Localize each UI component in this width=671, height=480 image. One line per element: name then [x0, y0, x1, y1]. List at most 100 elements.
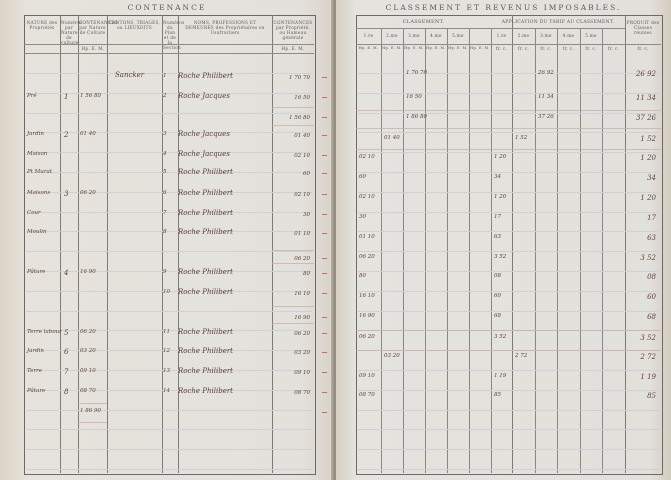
tarif-label: 2.me — [517, 33, 530, 38]
classement-value: 02 10 — [359, 194, 375, 200]
plan-number-cell: 5 — [163, 169, 167, 175]
tarif-value: 1 19 — [494, 373, 507, 379]
ruled-line — [358, 231, 659, 233]
area-cell: 1 70 70 — [289, 75, 310, 81]
tarif-label: 1.re — [496, 33, 507, 38]
classement-value: 03 20 — [384, 353, 400, 359]
produit-value: 26 92 — [635, 70, 656, 78]
column-rule — [447, 28, 448, 473]
plan-number-cell: 11 — [163, 329, 170, 335]
red-rule — [356, 110, 661, 111]
header-rule — [24, 44, 314, 45]
red-margin-mark — [322, 77, 327, 78]
produit-value: 60 — [647, 293, 656, 301]
tarif-unit: fr. c. — [607, 46, 620, 51]
column-header: Numéros du Plan et de la Section — [163, 20, 185, 50]
column-header: Numéros par Nature de culture — [61, 20, 83, 45]
nature-area-cell: 1 86 90 — [80, 408, 101, 414]
area-cell: 06 20 — [294, 256, 310, 262]
plan-number-cell: 7 — [163, 210, 167, 216]
tarif-value: 1 20 — [494, 194, 507, 200]
left-page-title: CONTENANCE — [127, 3, 207, 12]
area-cell: 02 10 — [294, 192, 310, 198]
produit-header: PRODUIT des Classes réunies — [626, 20, 660, 35]
canton-cell: Sancker — [115, 71, 145, 79]
ruled-line — [358, 310, 659, 312]
tarif-value: 11 34 — [538, 94, 554, 100]
classement-value: 1 86 80 — [406, 114, 427, 120]
nature-cell: Moulin — [27, 229, 47, 235]
ruled-line — [358, 73, 659, 74]
column-rule — [60, 15, 61, 473]
produit-value: 68 — [647, 313, 656, 321]
column-rule — [602, 28, 603, 473]
plan-number-cell: 3 — [163, 131, 167, 137]
nature-cell: Jardin — [27, 348, 44, 354]
class-label: 3.me — [408, 33, 420, 38]
ruled-line — [26, 132, 312, 134]
ruled-line — [26, 469, 312, 470]
tarif-value: 08 — [494, 273, 501, 279]
red-margin-mark — [322, 233, 327, 234]
plan-number-cell: 6 — [163, 190, 167, 196]
classement-value: 01 10 — [359, 234, 375, 240]
owner-cell: Roche Jacques — [178, 130, 230, 138]
tarif-value: 37 26 — [538, 114, 554, 120]
subtotal-rule — [272, 323, 314, 324]
class-label: 5.me — [452, 33, 464, 38]
classement-value: 16 90 — [359, 313, 375, 319]
ruled-line — [26, 449, 312, 451]
classement-value: 06 20 — [359, 254, 375, 260]
area-cell: 01 40 — [294, 133, 310, 139]
red-margin-mark — [322, 412, 327, 413]
produit-value: 1 20 — [640, 154, 656, 162]
column-rule — [162, 15, 163, 473]
red-margin-mark — [322, 97, 327, 98]
ruled-line — [26, 191, 312, 193]
owner-cell: Roche Philibert — [178, 168, 233, 176]
classement-value: 01 40 — [384, 135, 400, 141]
ruled-line — [358, 191, 659, 193]
ruled-line — [358, 271, 659, 272]
red-margin-mark — [322, 155, 327, 156]
column-rule — [512, 15, 513, 473]
class-unit: Hp. E. M. — [426, 46, 446, 50]
classement-table — [356, 15, 663, 475]
class-label: 4.me — [430, 33, 442, 38]
tarif-unit: fr. c. — [562, 46, 575, 51]
class-unit: Hp. E. M. — [382, 46, 402, 50]
subtotal-rule — [272, 306, 314, 307]
column-rule — [469, 28, 470, 473]
tarif-value: 17 — [494, 214, 501, 220]
header-rule — [24, 53, 314, 54]
subtotal-rule — [272, 263, 314, 264]
area-cell: 03 20 — [294, 350, 310, 356]
nature-number-cell: 2 — [64, 131, 69, 139]
column-rule — [425, 28, 426, 473]
column-rule — [178, 15, 179, 473]
red-margin-mark — [322, 258, 327, 259]
ruled-line — [26, 429, 312, 431]
tarif-unit: fr. c. — [495, 46, 508, 51]
red-margin-mark — [322, 273, 327, 274]
book-gutter — [331, 0, 339, 480]
unit-label: Hp. E. M. — [281, 46, 305, 51]
nature-number-cell: 4 — [64, 269, 69, 277]
classement-value: 80 — [359, 273, 366, 279]
tarif-value: 63 — [494, 234, 501, 240]
area-cell: 01 10 — [294, 231, 310, 237]
produit-value: 08 — [647, 273, 656, 281]
classement-header: CLASSEMENT. — [402, 19, 445, 25]
class-label: 1.re — [363, 33, 374, 38]
ruled-line — [26, 370, 312, 371]
owner-cell: Roche Philibert — [178, 189, 233, 197]
red-margin-mark — [322, 392, 327, 393]
owner-cell: Roche Philibert — [178, 228, 233, 236]
owner-cell: Roche Philibert — [178, 268, 233, 276]
ruled-line — [358, 152, 659, 154]
column-header: NATURE des Propriétés — [26, 20, 58, 30]
contenance-table — [24, 15, 316, 475]
nature-number-cell: 6 — [64, 348, 69, 356]
nature-cell: Jardin — [27, 131, 44, 137]
right-page-title: CLASSEMENT ET REVENUS IMPOSABLES. — [385, 3, 622, 12]
